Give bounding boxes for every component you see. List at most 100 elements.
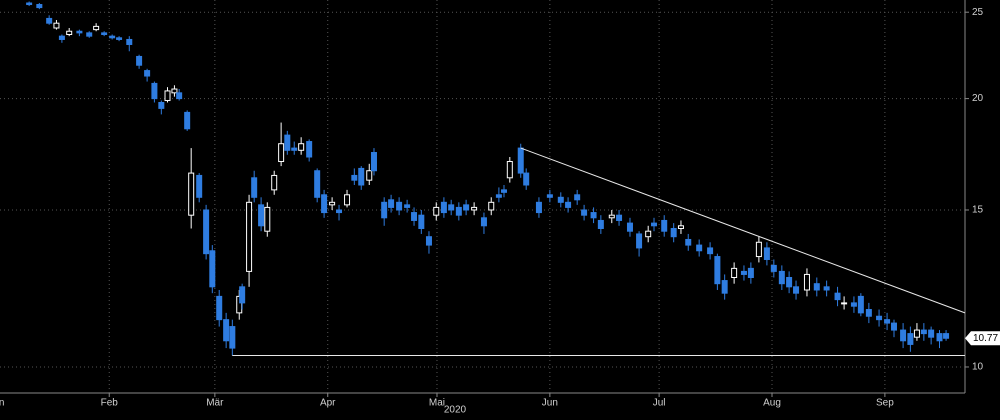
trend-line <box>520 147 966 314</box>
last-price-tag <box>965 331 1000 346</box>
candle-body <box>936 333 943 342</box>
candle-body <box>336 209 343 214</box>
candle-body <box>943 333 950 339</box>
candle-body <box>876 315 883 321</box>
candle-body <box>411 212 418 221</box>
candle-body <box>66 30 73 36</box>
candle-body <box>928 329 935 338</box>
candle-body <box>188 172 195 216</box>
candle-body <box>284 134 291 151</box>
candle-body <box>755 241 762 258</box>
candle-body <box>126 38 133 45</box>
candle-body <box>271 174 278 191</box>
x-tick-label: Jan <box>0 398 4 409</box>
candle-body <box>707 247 714 255</box>
candle-body <box>523 172 530 186</box>
x-tick-label: Sep <box>876 398 894 409</box>
candle-body <box>366 170 373 181</box>
candle-body <box>565 201 572 208</box>
candle-body <box>209 250 216 288</box>
candle-body <box>670 227 677 238</box>
candle-body <box>546 194 553 198</box>
candle-body <box>913 329 920 338</box>
candle-body <box>626 222 633 232</box>
candle-body <box>396 201 403 211</box>
last-price-label: 10.77 <box>973 333 998 344</box>
candle-body <box>590 212 597 219</box>
candle-body <box>158 101 165 109</box>
candle-body <box>763 247 770 260</box>
candle-body <box>535 201 542 214</box>
candle-body <box>721 280 728 294</box>
y-tick-label: 15 <box>972 205 984 216</box>
candle-body <box>53 22 60 29</box>
candle-body <box>196 174 203 198</box>
x-tick-label: Mai <box>429 398 445 409</box>
candle-body <box>404 204 411 208</box>
candle-body <box>344 194 351 206</box>
candle-body <box>500 189 507 193</box>
candle-body <box>574 194 581 201</box>
candle-body <box>176 92 183 100</box>
candle-body <box>517 147 524 174</box>
candle-body <box>101 32 108 36</box>
candle-body <box>471 206 478 211</box>
y-tick-label: 20 <box>972 93 984 104</box>
candle-body <box>731 267 738 278</box>
candle-body <box>907 333 914 345</box>
candle-body <box>251 177 258 198</box>
candle-body <box>793 286 800 294</box>
candle-body <box>229 326 236 349</box>
candle-body <box>93 25 100 31</box>
candle-body <box>557 196 564 203</box>
candle-body <box>488 201 495 211</box>
x-tick-label: Feb <box>101 398 119 409</box>
candle-body <box>144 70 151 77</box>
candle-body <box>636 233 643 249</box>
candle-body <box>425 236 432 246</box>
candle-body <box>258 204 265 227</box>
candle-body <box>278 143 285 163</box>
candle-body <box>239 286 246 304</box>
candle-body <box>857 295 864 314</box>
candle-body <box>136 55 143 66</box>
candle-body <box>651 222 658 227</box>
candle-body <box>463 204 470 211</box>
candle-body <box>351 174 358 181</box>
candle-body <box>850 302 857 307</box>
candle-body <box>900 329 907 342</box>
candle-body <box>506 161 513 179</box>
y-tick-label: 10 <box>972 362 984 373</box>
candle-body <box>685 238 692 246</box>
candle-body <box>865 309 872 317</box>
candle-body <box>76 30 83 34</box>
candle-body <box>803 273 810 291</box>
candle-body <box>388 199 395 208</box>
candle-body <box>770 264 777 272</box>
candle-body <box>26 2 33 6</box>
candle-body <box>164 90 171 102</box>
candle-body <box>597 219 604 229</box>
candle-body <box>661 219 668 232</box>
candle-body <box>740 270 747 275</box>
candle-body <box>480 217 487 227</box>
candle-body <box>223 319 230 342</box>
candle-body <box>86 32 93 37</box>
x-tick-label: Jun <box>542 398 558 409</box>
x-tick-label: Jul <box>653 398 666 409</box>
x-axis-label: 2020 <box>444 405 467 416</box>
candle-body <box>418 214 425 229</box>
candle-body <box>58 35 65 40</box>
candle-body <box>306 141 313 158</box>
candle-body <box>608 214 615 219</box>
candle-body <box>841 302 848 305</box>
candle-body <box>448 204 455 211</box>
candle-body <box>203 209 210 255</box>
candle-body <box>36 4 43 9</box>
candle-body <box>358 167 365 186</box>
candle-body <box>46 17 53 24</box>
candle-body <box>455 206 462 216</box>
candle-body <box>890 322 897 331</box>
candle-body <box>381 201 388 219</box>
